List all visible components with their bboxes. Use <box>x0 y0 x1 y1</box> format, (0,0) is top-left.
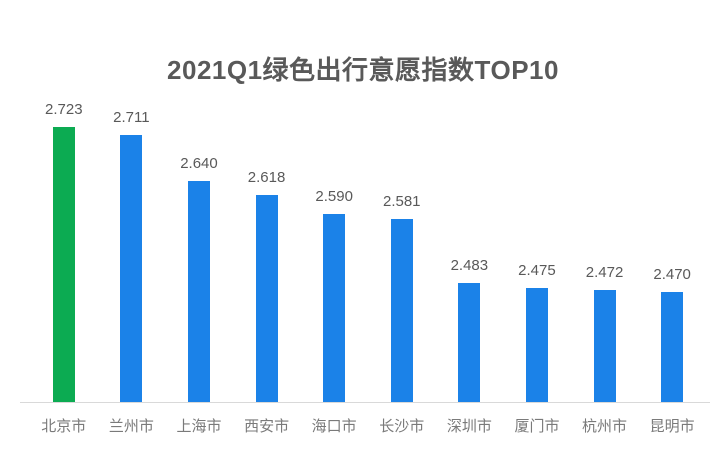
bar-value-label: 2.581 <box>382 193 421 211</box>
bar-value-label: 2.470 <box>653 265 691 283</box>
x-axis-tick-label: 兰州市 <box>108 418 154 435</box>
bar <box>323 213 346 402</box>
bar-column: 2.581 <box>368 193 436 402</box>
bar-column: 2.640 <box>165 155 233 402</box>
bar-value-label: 2.723 <box>45 101 83 118</box>
bar-column: 2.711 <box>98 109 166 402</box>
bar <box>593 290 616 402</box>
bar <box>52 127 75 402</box>
bar <box>458 283 481 402</box>
bar <box>661 291 684 402</box>
x-axis-tick-label: 长沙市 <box>379 418 425 435</box>
bar-value-label: 2.640 <box>180 155 218 172</box>
bar-column: 2.590 <box>300 187 368 402</box>
x-axis-tick-label: 昆明市 <box>649 418 695 435</box>
bar-value-label: 2.618 <box>247 169 286 187</box>
bar <box>187 181 210 402</box>
bar-value-label: 2.590 <box>315 187 353 205</box>
bar-column: 2.483 <box>436 257 504 402</box>
bar-column: 2.470 <box>638 265 706 402</box>
bar-column: 2.618 <box>233 169 301 402</box>
x-axis-tick-label: 海口市 <box>311 418 357 435</box>
bar <box>525 288 548 402</box>
x-axis-tick-label: 厦门市 <box>514 418 560 435</box>
x-axis-tick-label: 杭州市 <box>582 418 628 435</box>
x-axis-tick-label: 西安市 <box>244 418 290 435</box>
x-axis-tick-label: 北京市 <box>41 418 87 435</box>
bar-value-label: 2.483 <box>450 257 489 274</box>
bar-column: 2.475 <box>503 262 571 402</box>
x-axis-labels: 北京市 兰州市 上海市 西安市 海口市 长沙市 深圳市 厦门市 杭州市 昆明市 <box>30 415 706 436</box>
x-axis-line <box>20 402 710 403</box>
bar-value-label: 2.472 <box>585 264 624 282</box>
bar-value-label: 2.475 <box>518 262 556 280</box>
bar-value-label: 2.711 <box>113 108 150 126</box>
x-axis-tick-label: 上海市 <box>176 418 222 435</box>
chart-title: 2021Q1绿色出行意愿指数TOP10 <box>167 55 559 85</box>
bar <box>120 134 143 402</box>
x-axis-tick-label: 深圳市 <box>446 418 492 435</box>
bar <box>390 219 413 402</box>
bar <box>255 195 278 402</box>
plot-area: 2.723 2.711 2.640 2.618 2.590 2.581 2.483 2.475… <box>30 101 706 402</box>
bar-column: 2.472 <box>571 264 639 402</box>
bar-column: 2.723 <box>30 101 98 402</box>
